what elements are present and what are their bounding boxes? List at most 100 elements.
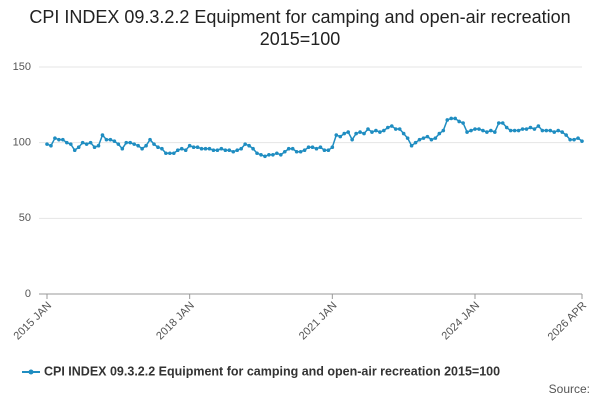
data-point [207, 146, 212, 151]
data-point [172, 151, 176, 156]
data-point [564, 133, 568, 137]
x-tick-label: 2024 JAN [440, 300, 483, 343]
data-point [215, 148, 220, 153]
data-point [437, 131, 442, 136]
data-point [72, 148, 77, 153]
data-point [425, 134, 430, 139]
data-point [512, 128, 517, 133]
data-point [271, 152, 275, 157]
data-point [544, 128, 549, 133]
data-point [362, 131, 366, 136]
data-point [80, 140, 85, 145]
data-point [489, 128, 493, 133]
data-point [45, 142, 49, 146]
data-point [314, 146, 319, 151]
data-point [203, 146, 208, 151]
data-point [116, 142, 121, 146]
data-point [496, 121, 501, 125]
data-point [302, 148, 307, 153]
data-point [493, 130, 497, 134]
data-point [120, 146, 125, 151]
data-point [477, 127, 481, 131]
data-point [433, 136, 438, 140]
data-point [65, 140, 69, 145]
data-point [61, 137, 65, 142]
data-point [330, 145, 335, 150]
data-point [92, 145, 97, 150]
data-point [397, 127, 402, 131]
data-point [401, 131, 406, 136]
data-point [453, 116, 457, 121]
data-point [322, 148, 327, 153]
data-point [580, 139, 584, 143]
source: Source: [549, 382, 590, 396]
data-point [516, 128, 521, 133]
data-point [334, 133, 339, 137]
data-point [282, 149, 287, 154]
data-point [572, 137, 576, 142]
x-tick-label: 2026 APR [546, 300, 590, 344]
data-point [469, 128, 473, 133]
data-point [84, 142, 89, 146]
data-point [231, 149, 236, 154]
data-point [112, 139, 117, 143]
data-point [393, 127, 398, 131]
data-point [132, 142, 136, 146]
data-point [445, 118, 450, 122]
data-point [49, 143, 53, 148]
data-point [421, 136, 426, 140]
data-point [53, 136, 57, 140]
data-point [108, 137, 113, 142]
data-point [338, 134, 343, 139]
data-point [457, 119, 461, 124]
data-point [346, 130, 350, 134]
data-point [195, 145, 200, 150]
data-point [251, 146, 255, 151]
data-point [465, 130, 469, 134]
data-point [524, 127, 529, 131]
data-point [239, 146, 243, 151]
data-point [449, 116, 454, 121]
data-point [409, 143, 414, 148]
data-point [405, 136, 410, 140]
data-point [386, 125, 390, 130]
data-point [520, 127, 525, 131]
data-point [294, 149, 299, 154]
data-point [96, 143, 101, 148]
data-point [263, 154, 267, 159]
x-tick-label: 2015 JAN [12, 300, 55, 343]
data-point [429, 137, 434, 142]
data-point [267, 152, 271, 157]
data-point [255, 151, 259, 156]
data-point [366, 127, 370, 131]
data-point [164, 151, 168, 156]
data-point [247, 143, 251, 148]
data-point [88, 140, 93, 145]
data-point [191, 145, 196, 150]
data-point [461, 121, 465, 125]
data-point [235, 148, 240, 153]
data-point [382, 128, 386, 133]
data-point [310, 145, 315, 150]
data-point [536, 124, 541, 128]
y-tick-label: 0 [25, 288, 31, 300]
data-point [473, 127, 477, 131]
data-point [481, 128, 485, 133]
data-point [508, 128, 513, 133]
data-point [532, 127, 537, 131]
data-point [187, 143, 192, 148]
data-point [306, 145, 311, 150]
data-point [124, 140, 129, 145]
data-point [144, 143, 148, 148]
data-point [290, 146, 295, 151]
data-point [219, 146, 224, 151]
legend-marker [28, 369, 34, 375]
data-point [128, 140, 133, 145]
data-point [140, 146, 144, 151]
data-point [389, 124, 394, 128]
data-point [160, 146, 164, 151]
data-point [374, 128, 378, 133]
data-point [504, 125, 509, 130]
